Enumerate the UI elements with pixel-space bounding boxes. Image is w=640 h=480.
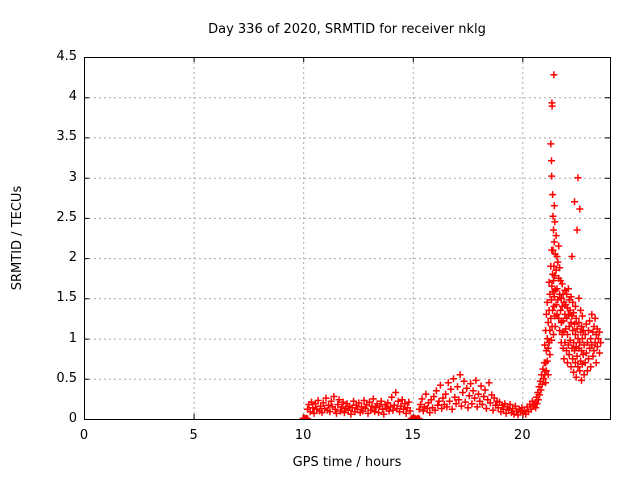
y-tick-label: 1	[68, 330, 77, 346]
x-tick-label: 0	[79, 428, 89, 443]
x-tick-label: 10	[294, 428, 312, 443]
y-tick-label: 4.5	[56, 49, 77, 64]
x-tick-label: 20	[514, 428, 531, 443]
y-tick-label: 3.5	[56, 129, 77, 145]
x-tick-label: 5	[189, 428, 198, 443]
x-axis-label: GPS time / hours	[292, 455, 402, 470]
y-tick-label: 2.5	[56, 209, 77, 225]
grid-lines	[84, 57, 610, 419]
y-tick-label: 2	[68, 250, 77, 266]
plot-canvas	[84, 57, 611, 420]
y-axis-label: SRMTID / TECUs	[10, 185, 25, 291]
x-tick-label: 15	[404, 428, 422, 443]
y-tick-label: 1.5	[56, 290, 77, 306]
y-tick-label: 3	[68, 169, 77, 185]
y-tick-label: 4	[68, 89, 77, 105]
data-points	[299, 71, 605, 420]
chart-title: Day 336 of 2020, SRMTID for receiver nkl…	[208, 22, 486, 37]
plot-border	[84, 57, 611, 420]
y-tick-label: 0.5	[56, 370, 77, 386]
axis-ticks	[84, 57, 610, 419]
y-tick-label: 0	[68, 411, 77, 426]
